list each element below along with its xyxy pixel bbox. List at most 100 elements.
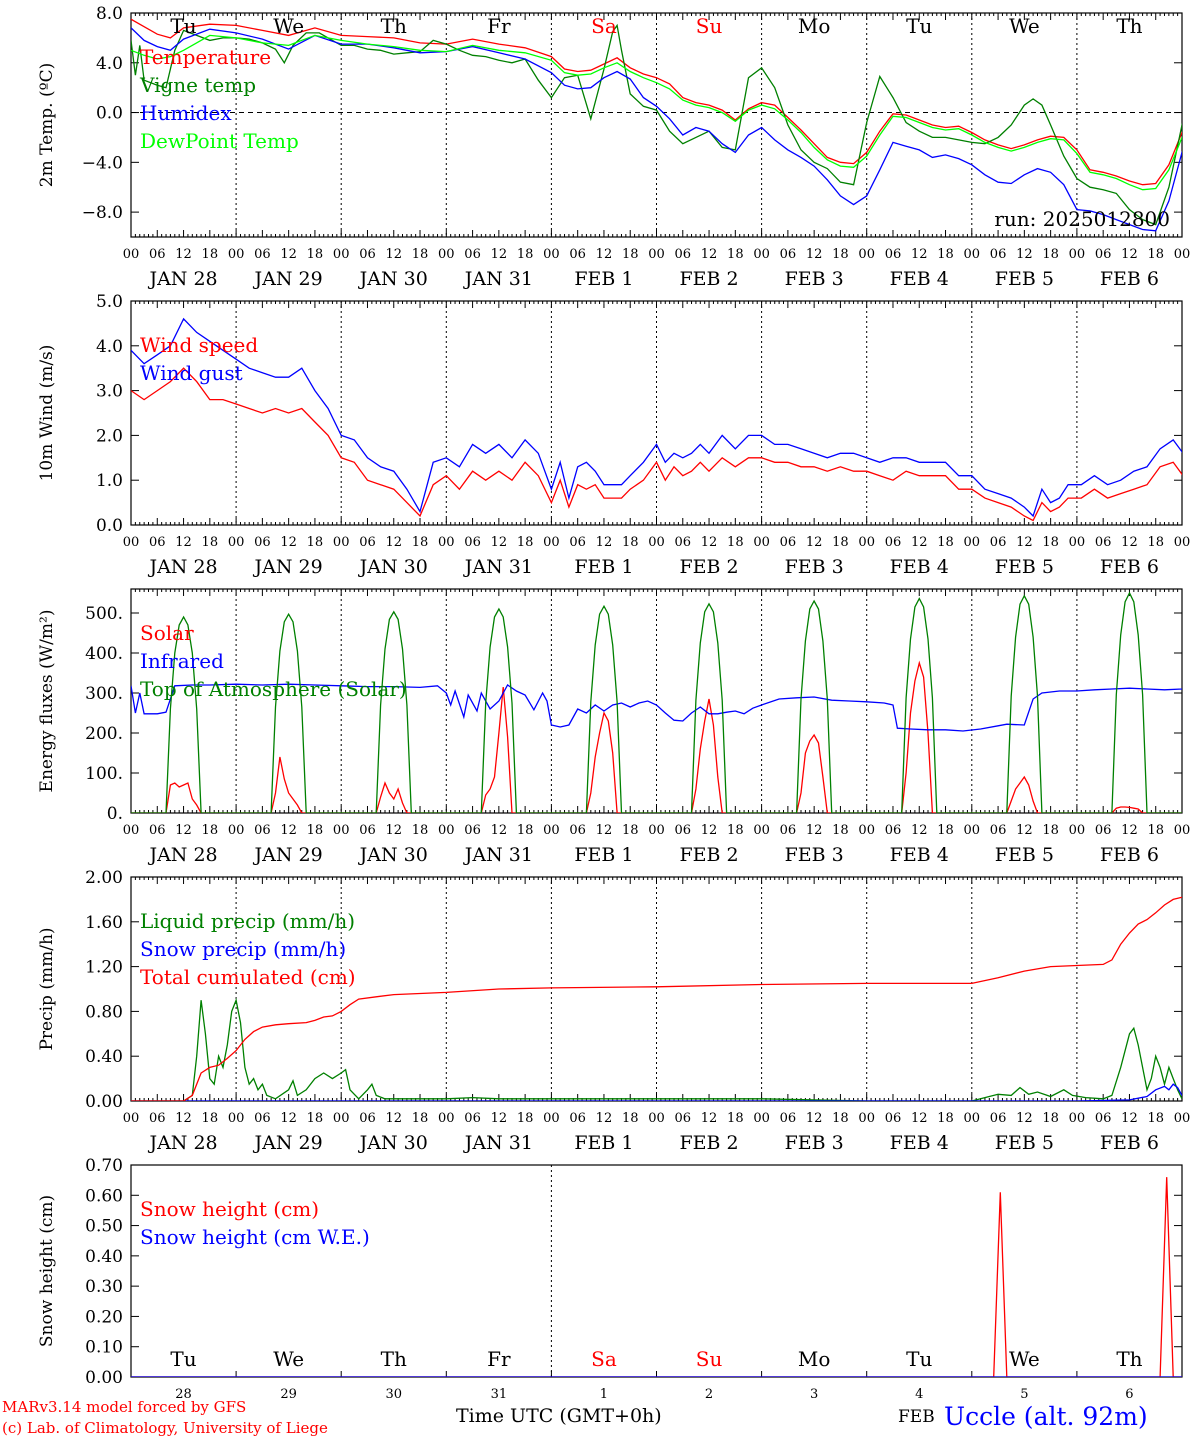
hour-tick-label: 06 xyxy=(780,823,797,838)
day-number-label: 29 xyxy=(280,1387,297,1402)
date-label: FEB 3 xyxy=(785,556,844,578)
y-axis-title: 2m Temp. (ºC) xyxy=(37,63,57,188)
weekday-label: Su xyxy=(696,14,723,38)
hour-tick-label: 06 xyxy=(149,1111,166,1126)
legend-entry: Snow precip (mm/h) xyxy=(140,937,346,961)
hour-tick-label: 06 xyxy=(464,247,481,262)
legend-entry: Wind gust xyxy=(140,361,243,385)
hour-tick-label: 18 xyxy=(1042,247,1059,262)
hour-tick-label: 12 xyxy=(491,1111,508,1126)
y-tick-label: 0.40 xyxy=(85,1047,123,1067)
hour-tick-label: 00 xyxy=(858,535,875,550)
y-tick-label: 0. xyxy=(107,804,123,824)
hour-tick-label: 06 xyxy=(1095,247,1112,262)
hour-tick-label: 06 xyxy=(149,823,166,838)
hour-tick-label: 18 xyxy=(937,535,954,550)
hour-tick-label: 18 xyxy=(412,535,429,550)
y-axis-title: Snow height (cm) xyxy=(37,1195,57,1347)
hour-tick-label: 12 xyxy=(1016,1111,1033,1126)
hour-tick-label: 06 xyxy=(1095,823,1112,838)
hour-tick-label: 18 xyxy=(517,535,534,550)
hour-tick-label: 00 xyxy=(333,823,350,838)
hour-tick-label: 12 xyxy=(806,247,823,262)
hour-tick-label: 12 xyxy=(385,535,402,550)
hour-tick-label: 18 xyxy=(832,535,849,550)
hour-tick-label: 06 xyxy=(254,1111,271,1126)
hour-tick-label: 00 xyxy=(648,1111,665,1126)
hour-tick-label: 12 xyxy=(701,1111,718,1126)
hour-tick-label: 00 xyxy=(333,247,350,262)
hour-tick-label: 06 xyxy=(885,535,902,550)
y-tick-label: 0.30 xyxy=(85,1277,123,1297)
date-label: FEB 5 xyxy=(995,844,1054,866)
date-label: JAN 31 xyxy=(463,1132,533,1154)
date-label: FEB 2 xyxy=(679,556,738,578)
y-tick-label: 2.00 xyxy=(85,868,123,888)
hour-tick-label: 06 xyxy=(254,247,271,262)
hour-tick-label: 12 xyxy=(280,247,297,262)
hour-tick-label: 06 xyxy=(464,535,481,550)
weekday-label: We xyxy=(273,14,304,38)
hour-tick-label: 12 xyxy=(1121,247,1138,262)
hour-tick-label: 00 xyxy=(648,247,665,262)
feb-label: FEB xyxy=(898,1407,935,1427)
weekday-label: Th xyxy=(1116,1347,1142,1371)
hour-tick-label: 12 xyxy=(806,1111,823,1126)
hour-tick-label: 12 xyxy=(491,535,508,550)
hour-tick-label: 18 xyxy=(622,535,639,550)
y-tick-label: 0.00 xyxy=(85,1368,123,1388)
y-tick-label: 0.0 xyxy=(96,516,123,536)
y-tick-label: 100. xyxy=(85,764,123,784)
hour-tick-label: 18 xyxy=(622,1111,639,1126)
hour-tick-label: 00 xyxy=(648,535,665,550)
hour-tick-label: 12 xyxy=(1016,247,1033,262)
snow-panel: 0.70 0.60 0.50 0.40 0.30 0.20 0.10 0.00 Snow hei… xyxy=(37,1156,1183,1402)
hour-tick-label: 06 xyxy=(885,1111,902,1126)
series-line-temperature xyxy=(131,18,1182,186)
hour-tick-label: 12 xyxy=(1121,535,1138,550)
hour-tick-label: 00 xyxy=(648,823,665,838)
hour-tick-label: 00 xyxy=(964,247,981,262)
hour-tick-label: 06 xyxy=(885,823,902,838)
hour-tick-label: 00 xyxy=(228,247,245,262)
date-label: FEB 3 xyxy=(785,1132,844,1154)
date-label: JAN 31 xyxy=(463,844,533,866)
day-number-label: 3 xyxy=(810,1387,818,1402)
date-label: JAN 30 xyxy=(358,268,428,290)
y-tick-label: 300. xyxy=(85,684,123,704)
y-tick-label: 0.00 xyxy=(85,1092,123,1112)
hour-tick-label: 00 xyxy=(753,535,770,550)
hour-tick-label: 12 xyxy=(701,823,718,838)
hour-tick-label: 12 xyxy=(385,823,402,838)
y-tick-label: 200. xyxy=(85,724,123,744)
weekday-label: Tu xyxy=(170,1347,196,1371)
y-tick-label: 0.80 xyxy=(85,1002,123,1022)
legend-entry: Liquid precip (mm/h) xyxy=(140,909,355,933)
y-tick-label: 0.10 xyxy=(85,1338,123,1358)
hour-tick-label: 18 xyxy=(1042,1111,1059,1126)
hour-tick-label: 06 xyxy=(569,247,586,262)
hour-tick-label: 06 xyxy=(990,1111,1007,1126)
hour-tick-label: 18 xyxy=(307,823,324,838)
hour-tick-label: 18 xyxy=(1147,535,1164,550)
hour-tick-label: 12 xyxy=(596,1111,613,1126)
legend-entry: Top of Atmosphere (Solar) xyxy=(140,677,407,701)
hour-tick-label: 06 xyxy=(675,823,692,838)
legend-entry: Solar xyxy=(140,621,194,645)
weekday-label: Tu xyxy=(906,14,932,38)
hour-tick-label: 00 xyxy=(858,1111,875,1126)
hour-tick-label: 06 xyxy=(254,823,271,838)
y-tick-label: 0.40 xyxy=(85,1247,123,1267)
legend-entry: Snow height (cm) xyxy=(140,1197,319,1221)
hour-tick-label: 12 xyxy=(596,535,613,550)
weekday-label: Su xyxy=(696,1347,723,1371)
weekday-label: Th xyxy=(381,1347,407,1371)
hour-tick-label: 18 xyxy=(517,247,534,262)
hour-tick-label: 12 xyxy=(385,1111,402,1126)
hour-tick-label: 12 xyxy=(1121,823,1138,838)
hour-tick-label: 00 xyxy=(1174,823,1191,838)
date-label: FEB 1 xyxy=(574,844,633,866)
y-tick-label: 0.60 xyxy=(85,1186,123,1206)
series-line-dewpoint-temp xyxy=(131,34,1182,191)
legend-entry: Infrared xyxy=(140,649,224,673)
